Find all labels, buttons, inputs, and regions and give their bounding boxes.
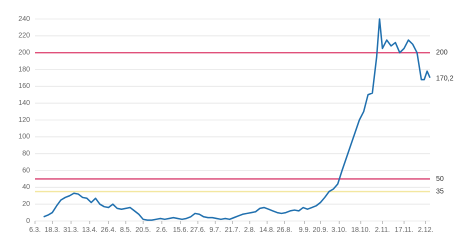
reference-label: 50 bbox=[436, 176, 444, 183]
x-tick-label: 9.9. bbox=[299, 227, 311, 234]
x-tick-label: 13.4. bbox=[82, 227, 98, 234]
x-tick-label: 3.10. bbox=[331, 227, 347, 234]
y-tick-label: 140 bbox=[18, 100, 30, 107]
y-tick-label: 80 bbox=[22, 151, 30, 158]
x-tick-label: 20.9. bbox=[313, 227, 329, 234]
y-tick-label: 60 bbox=[22, 167, 30, 174]
end-label: 170,2 bbox=[436, 76, 454, 83]
reference-label: 200 bbox=[436, 50, 448, 57]
y-tick-label: 120 bbox=[18, 117, 30, 124]
x-tick-label: 2.12. bbox=[418, 227, 434, 234]
x-tick-label: 27.6. bbox=[190, 227, 206, 234]
y-tick-label: 180 bbox=[18, 66, 30, 73]
x-tick-label: 14.8. bbox=[259, 227, 275, 234]
x-tick-label: 17.11. bbox=[395, 227, 414, 234]
x-tick-label: 6.3. bbox=[29, 227, 41, 234]
y-tick-label: 160 bbox=[18, 83, 30, 90]
y-tick-label: 0 bbox=[26, 218, 30, 225]
x-tick-label: 18.3. bbox=[45, 227, 61, 234]
reference-label: 35 bbox=[436, 188, 444, 195]
y-tick-label: 240 bbox=[18, 16, 30, 23]
x-tick-label: 18.10. bbox=[351, 227, 371, 234]
x-tick-label: 31.3. bbox=[63, 227, 79, 234]
y-tick-label: 220 bbox=[18, 33, 30, 40]
y-tick-label: 100 bbox=[18, 134, 30, 141]
data-line bbox=[43, 18, 431, 221]
x-tick-label: 15.6. bbox=[173, 227, 189, 234]
y-tick-label: 40 bbox=[22, 184, 30, 191]
y-tick-label: 200 bbox=[18, 50, 30, 57]
x-tick-label: 20.5. bbox=[135, 227, 151, 234]
x-tick-label: 9.7. bbox=[209, 227, 221, 234]
x-tick-label: 21.7. bbox=[225, 227, 241, 234]
y-tick-label: 20 bbox=[22, 201, 30, 208]
x-tick-label: 2.8. bbox=[244, 227, 256, 234]
x-tick-label: 26.4. bbox=[101, 227, 117, 234]
x-tick-label: 2.6. bbox=[156, 227, 168, 234]
x-tick-label: 26.8. bbox=[277, 227, 293, 234]
x-tick-label: 8.5. bbox=[120, 227, 132, 234]
x-tick-label: 2.11. bbox=[375, 227, 390, 234]
